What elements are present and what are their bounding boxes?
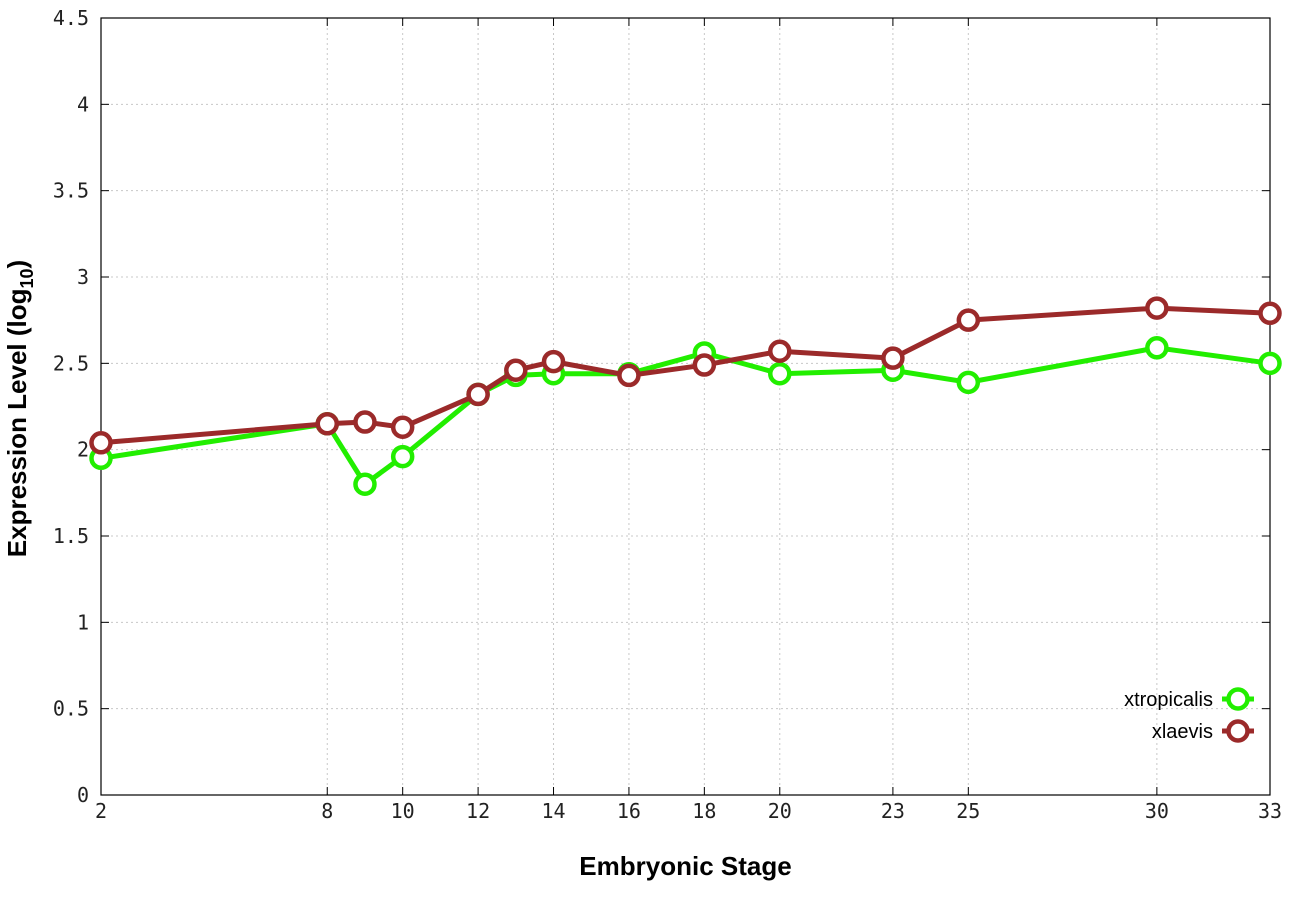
x-tick-label: 23 [881, 799, 905, 823]
data-point-xlaevis [390, 415, 415, 439]
x-tick-label: 16 [617, 799, 641, 823]
data-point-xlaevis [353, 410, 377, 434]
legend-label-xtropicalis: xtropicalis [1124, 689, 1213, 711]
data-point-xlaevis [89, 431, 113, 455]
axis-ticks: 2 8 10 12 14 16 18 20 23 25 30 33 0 0.5 1 1.5 2 2.5 3 3.5 4 4… [53, 6, 1282, 823]
data-point-xlaevis [881, 346, 905, 370]
data-point-xtropicalis [353, 472, 377, 496]
data-point-xlaevis [466, 382, 490, 407]
y-axis-title-main: Expression Level (log [2, 288, 32, 557]
y-axis-title-subscript: 10 [17, 268, 37, 288]
data-point-xlaevis [1258, 301, 1282, 326]
series-group [89, 296, 1282, 496]
y-axis-title-close: ) [2, 260, 32, 269]
data-point-xlaevis [315, 412, 340, 436]
y-tick-label: 4.5 [53, 6, 89, 30]
data-point-xtropicalis [768, 361, 792, 386]
x-tick-label: 2 [95, 799, 107, 823]
data-point-xtropicalis [1145, 336, 1169, 360]
legend-marker-xtropicalis [1226, 687, 1250, 711]
y-axis-title: Expression Level (log10) [2, 260, 37, 557]
x-tick-label: 8 [321, 799, 333, 823]
series-line-xlaevis [100, 305, 1271, 446]
y-tick-label: 0.5 [53, 697, 89, 721]
y-tick-label: 2.5 [53, 351, 89, 375]
y-tick-label: 2 [77, 438, 89, 462]
x-tick-label: 12 [466, 799, 490, 823]
y-tick-label: 3.5 [53, 179, 89, 203]
data-point-xlaevis [1145, 296, 1169, 320]
data-point-xlaevis [541, 349, 566, 374]
x-tick-label: 10 [391, 799, 415, 823]
data-point-xlaevis [956, 308, 981, 332]
x-tick-label: 20 [768, 799, 792, 823]
x-tick-label: 33 [1258, 799, 1282, 823]
data-point-xlaevis [692, 353, 717, 377]
y-tick-label: 3 [77, 265, 89, 289]
data-point-xlaevis [617, 363, 641, 388]
x-tick-label: 14 [541, 799, 565, 823]
y-tick-label: 4 [77, 92, 89, 116]
x-tick-label: 25 [956, 799, 980, 823]
y-tick-label: 0 [77, 783, 89, 807]
plot-frame [100, 17, 1271, 796]
legend-marker-xlaevis [1226, 719, 1250, 743]
x-tick-label: 18 [692, 799, 716, 823]
data-point-xtropicalis [1258, 351, 1282, 376]
y-tick-label: 1.5 [53, 524, 89, 548]
data-point-xlaevis [768, 339, 792, 363]
x-tick-label: 30 [1145, 799, 1169, 823]
x-axis-title: Embryonic Stage [579, 851, 791, 881]
grid [101, 18, 1270, 795]
data-point-xlaevis [504, 358, 528, 382]
y-tick-label: 1 [77, 610, 89, 634]
legend-label-xlaevis: xlaevis [1152, 721, 1213, 743]
data-point-xtropicalis [956, 370, 981, 395]
legend: xtropicalis xlaevis [1124, 687, 1254, 743]
data-point-xtropicalis [390, 444, 415, 469]
